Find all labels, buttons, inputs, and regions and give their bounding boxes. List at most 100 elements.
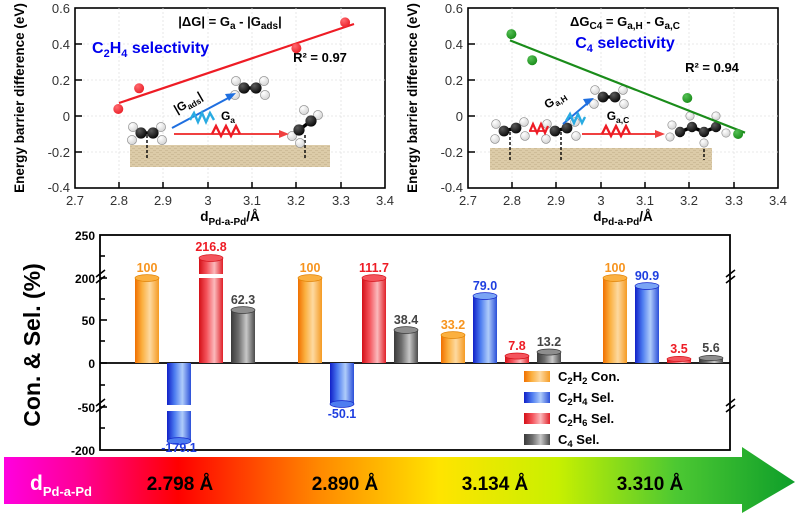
bar-label: 62.3 [231,293,255,307]
left-xtick-7: 3.4 [376,193,394,208]
right-substrate [490,148,712,170]
bar-c4-sel [537,352,561,363]
right-gac-label: Ga,C [607,109,630,125]
bar-label: 3.5 [670,342,687,356]
bar-c2h4-sel [330,363,354,404]
left-y-axis-title: Energy barrier difference (eV) [12,3,27,193]
left-xtick-2: 2.9 [154,193,172,208]
left-selectivity-label: C2H4 selectivity [92,40,209,60]
bar-ytick-2: 50 [82,314,96,328]
legend-label-c2h6-sel: C2H6 Sel. [558,411,614,429]
axis-break-marks [95,269,736,413]
right-xtick-3: 3 [597,193,604,208]
bar-label: -179.1 [161,441,196,455]
bar-label: 5.6 [702,341,719,355]
bar-label: 100 [605,261,626,275]
bar-c4-sel [394,330,418,363]
left-ytick-2: 0.2 [52,73,70,88]
left-xtick-4: 3.1 [243,193,261,208]
right-ytick-3: 0 [456,109,463,124]
left-equation: |ΔG| = Ga - |Gads| [178,14,281,32]
bar-c2h4-sel [635,286,659,363]
bar-label: 100 [137,261,158,275]
left-molecule-c2h3 [287,105,323,158]
bar-label: 79.0 [473,279,497,293]
bar-group-4: 100 90.9 3.5 5.6 [602,261,724,363]
bar-c2h2-con [441,335,465,363]
bar-ytick-0: 250 [75,229,95,243]
left-arrow-gads [171,93,236,129]
legend-label-c2h2-con: C2H2 Con. [558,369,620,387]
bar-group-2: 100 -50.1 111.7 38.4 [297,261,419,421]
right-x-axis-title: dPd-a-Pd/Å [593,209,653,228]
bar-c2h6-sel [505,356,529,363]
bar-c2h6-sel-lower [199,278,223,363]
right-r2-label: R² = 0.94 [685,60,740,75]
bar-group-1: 100 -179.1 216.8 62.3 [134,240,256,455]
legend-swatch-c4-sel [524,434,550,445]
bar-label: 90.9 [635,269,659,283]
right-ytick-5: -0.4 [441,180,463,195]
left-xtick-1: 2.8 [110,193,128,208]
bar-c2h2-con [135,278,159,363]
right-xtick-2: 2.9 [547,193,565,208]
bar-label: 100 [300,261,321,275]
arrow-distance-4: 3.310 Å [617,474,684,495]
arrow-distance-2: 2.890 Å [312,474,379,495]
bar-label: -50.1 [328,407,357,421]
right-data-point [506,29,517,40]
right-ytick-1: 0.4 [445,37,463,52]
right-arrow-step1 [528,121,550,136]
legend-swatch-c2h6-sel [524,413,550,424]
bar-y-axis-title: Con. & Sel. (%) [19,263,45,427]
right-data-point [733,129,744,139]
left-data-point [340,17,351,28]
right-xtick-4: 3.1 [636,193,654,208]
bar-c2h4-sel [473,296,497,363]
panel-bar-chart: 250 200 50 0 -50 -200 Con. & Sel. (%) 10… [19,229,736,458]
bar-c2h4-sel-upper [167,363,191,405]
right-equation: ΔGC4 = Ga,H - Ga,C [570,14,680,32]
left-xtick-0: 2.7 [66,193,84,208]
right-data-point [682,93,693,103]
right-molecule-c2h4 [589,85,629,109]
bar-label: 7.8 [508,339,525,353]
left-data-point [291,43,302,54]
bar-legend: C2H2 Con. C2H4 Sel. C2H6 Sel. C4 Sel. [524,369,620,450]
panel-right-scatter: 0.6 0.4 0.2 0 -0.2 -0.4 2.7 2.8 2.9 3 3.… [405,1,787,228]
right-molecule-c4 [665,111,731,160]
left-ga-label: Ga [221,109,235,125]
bar-label: 13.2 [537,335,561,349]
right-y-axis-title: Energy barrier difference (eV) [405,3,420,193]
legend-label-c2h4-sel: C2H4 Sel. [558,390,614,408]
left-ytick-4: -0.2 [48,145,70,160]
left-ytick-0: 0.6 [52,1,70,16]
left-ytick-5: -0.4 [48,180,70,195]
left-ytick-3: 0 [63,109,70,124]
bar-c2h6-sel [362,278,386,363]
left-data-point [113,104,124,114]
bar-ytick-1: 200 [75,272,95,286]
right-molecule-c2h2-b [541,117,581,160]
left-fit-line [118,22,355,105]
right-arrow-gac [582,123,665,139]
right-x-ticks [511,182,735,188]
left-molecule-c2h2 [127,122,167,160]
panel-left-scatter: 0.6 0.4 0.2 0 -0.2 -0.4 2.7 2.8 2.9 3 3.… [12,1,394,228]
left-substrate [130,145,330,167]
left-r2-label: R² = 0.97 [293,50,347,65]
left-xtick-6: 3.3 [332,193,350,208]
right-xtick-5: 3.2 [680,193,698,208]
bar-label: 216.8 [195,240,226,254]
bar-group-3: 33.2 79.0 7.8 13.2 [440,279,562,363]
left-data-point [134,83,145,94]
right-y-ticks [468,43,475,153]
left-x-ticks [118,182,342,188]
bar-ytick-3: 0 [88,357,95,371]
bar-ytick-4: -50 [78,401,96,415]
right-data-point [527,55,538,66]
bar-c2h4-sel-lower [167,411,191,441]
legend-swatch-c2h2-con [524,371,550,382]
left-xtick-5: 3.2 [287,193,305,208]
